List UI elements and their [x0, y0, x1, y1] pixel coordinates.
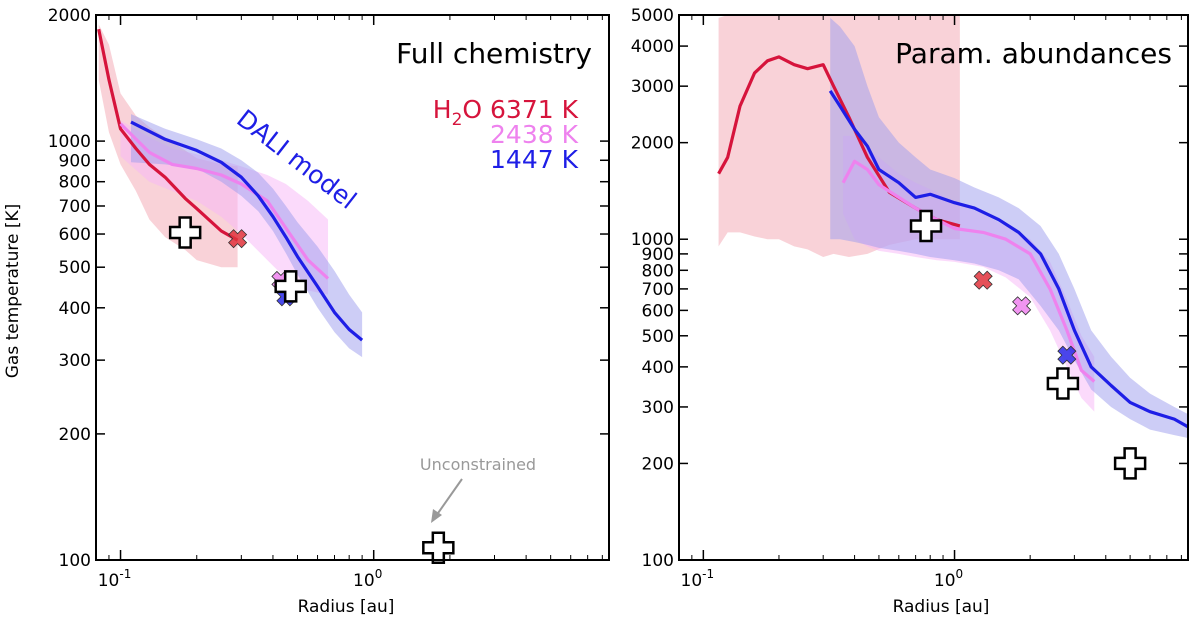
- panel-title-right: Param. abundances: [895, 37, 1172, 70]
- y-tick-label: 800: [642, 261, 674, 281]
- y-tick-label: 2000: [48, 6, 91, 26]
- x-axis-title-right: Radius [au]: [893, 597, 990, 617]
- y-tick-label: 100: [59, 551, 91, 571]
- x-marker-2: [1012, 296, 1032, 316]
- y-tick-label: 700: [59, 197, 91, 217]
- markers-left: [168, 216, 455, 564]
- y-tick-label: 300: [642, 398, 674, 418]
- y-tick-label: 400: [642, 358, 674, 378]
- y-tick-label: 900: [642, 245, 674, 265]
- unconstrained-arrowhead: [431, 509, 442, 523]
- y-tick-label: 600: [59, 225, 91, 245]
- x-tick-label: 100: [353, 567, 382, 591]
- y-tick-label: 500: [59, 258, 91, 278]
- y-tick-label: 400: [59, 299, 91, 319]
- plus-marker-1: [168, 216, 202, 249]
- legend-species-o: O: [462, 95, 482, 124]
- x-tick-label: 10-1: [681, 567, 715, 591]
- plus-marker-2: [1046, 367, 1080, 400]
- y-tick-label: 500: [642, 327, 674, 347]
- y-axis-title: Gas temperature [K]: [3, 204, 23, 379]
- y-tick-label: 300: [59, 351, 91, 371]
- y-tick-label: 3000: [631, 77, 674, 97]
- plot-frame-right: [678, 14, 1189, 561]
- y-tick-label: 1000: [48, 132, 91, 152]
- y-tick-label: 900: [59, 151, 91, 171]
- unconstrained-label: Unconstrained: [420, 455, 536, 474]
- legend-entry-1447: 1447 K: [490, 145, 579, 174]
- y-tick-label: 1000: [631, 230, 674, 250]
- y-tick-label: 800: [59, 173, 91, 193]
- plus-marker-3: [422, 531, 455, 564]
- y-tick-label: 600: [642, 301, 674, 321]
- x-marker-1: [973, 270, 993, 290]
- unconstrained-note: Unconstrained: [420, 455, 536, 523]
- x-marker-1: [228, 229, 248, 249]
- markers-right: [909, 209, 1147, 480]
- series-line-2438-k: [119, 122, 330, 280]
- lines-left: [97, 28, 364, 342]
- unconstrained-arrow: [435, 478, 463, 517]
- y-tick-label: 200: [642, 454, 674, 474]
- series-line-1447-k: [130, 120, 364, 342]
- lines-right: [717, 55, 1188, 429]
- x-tick-label: 100: [934, 567, 963, 591]
- legend-entry-2438: 2438 K: [490, 120, 579, 149]
- x-axis-title-left: Radius [au]: [298, 597, 395, 617]
- y-tick-label: 200: [59, 425, 91, 445]
- series-line-2438-k: [841, 159, 1096, 383]
- plus-marker-2: [274, 270, 307, 303]
- legend: H2O 6371 K 2438 K 1447 K: [433, 95, 579, 174]
- legend-entry-6371: H2O 6371 K: [433, 95, 579, 130]
- y-tick-label: 700: [642, 280, 674, 300]
- band-1447-k: [131, 114, 363, 358]
- legend-species-h: H: [433, 95, 452, 124]
- panel-title-left: Full chemistry: [396, 37, 592, 70]
- x-marker-3: [1057, 345, 1077, 365]
- series-line-6371-k: [97, 28, 239, 242]
- plus-marker-3: [1113, 447, 1147, 480]
- plot-frame-left: [95, 14, 610, 561]
- y-tick-label: 4000: [631, 37, 674, 57]
- plus-marker-1: [909, 209, 943, 243]
- legend-label-6371: 6371 K: [490, 95, 579, 124]
- y-tick-label: 100: [642, 551, 674, 571]
- y-tick-label: 5000: [631, 6, 674, 26]
- y-tick-label: 2000: [631, 134, 674, 154]
- x-tick-label: 10-1: [98, 567, 132, 591]
- legend-species-sub: 2: [452, 110, 463, 130]
- series-line-1447-k: [828, 90, 1188, 429]
